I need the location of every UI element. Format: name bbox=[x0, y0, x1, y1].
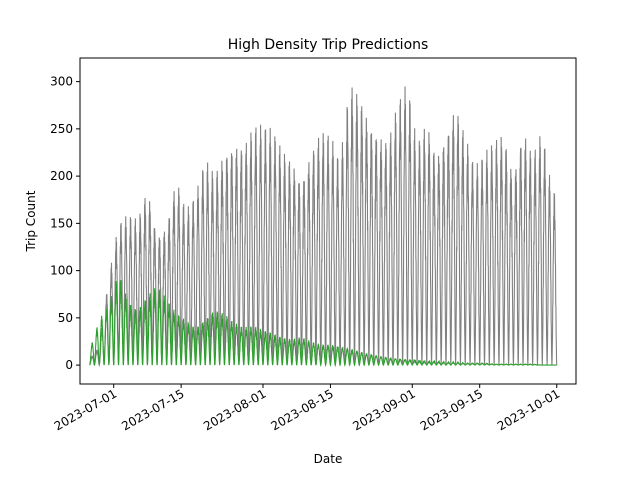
chart-title: High Density Trip Predictions bbox=[228, 37, 429, 53]
y-tick-label: 250 bbox=[50, 122, 73, 136]
x-tick-label: 2023-09-15 bbox=[418, 386, 485, 433]
x-axis-label: Date bbox=[314, 452, 343, 466]
x-tick-label: 2023-08-01 bbox=[201, 386, 268, 433]
axes-frame bbox=[79, 57, 577, 385]
x-tick-label: 2023-07-15 bbox=[119, 386, 186, 433]
y-tick-label: 150 bbox=[50, 216, 73, 230]
x-tick-label: 2023-07-01 bbox=[52, 386, 119, 433]
x-tick-label: 2023-10-01 bbox=[495, 386, 562, 433]
y-axis-label: Trip Count bbox=[24, 190, 38, 252]
series-line-1 bbox=[89, 86, 558, 368]
x-axis: 2023-07-01 2023-07-15 2023-08-01 2023-08-15… bbox=[52, 384, 562, 433]
plot-area bbox=[89, 86, 558, 368]
x-tick-label: 2023-09-01 bbox=[350, 386, 417, 433]
y-axis: 0 50 100 150 200 250 300 bbox=[50, 75, 80, 372]
y-tick-label: 300 bbox=[50, 75, 73, 89]
y-tick-label: 50 bbox=[58, 311, 73, 325]
x-tick-label: 2023-08-15 bbox=[269, 386, 336, 433]
y-tick-label: 0 bbox=[65, 358, 73, 372]
y-tick-label: 200 bbox=[50, 169, 73, 183]
series-line-2 bbox=[89, 280, 557, 368]
y-tick-label: 100 bbox=[50, 264, 73, 278]
